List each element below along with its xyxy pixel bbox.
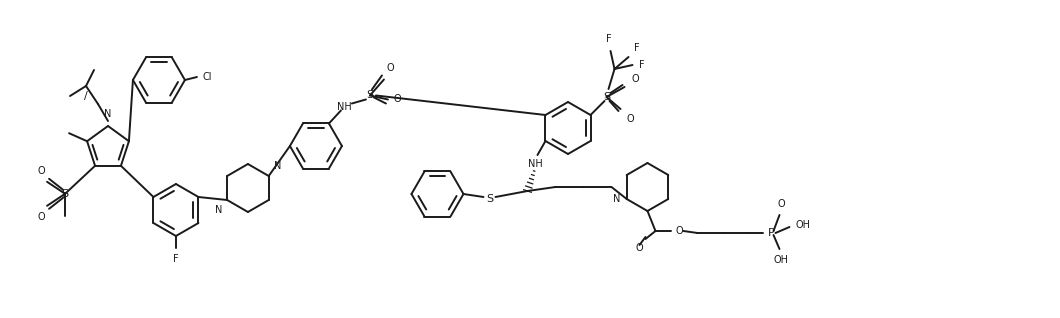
Text: F: F bbox=[638, 60, 644, 70]
Text: S: S bbox=[603, 92, 611, 102]
Text: O: O bbox=[387, 64, 394, 73]
Text: S: S bbox=[61, 189, 69, 199]
Text: N: N bbox=[273, 161, 281, 171]
Text: S: S bbox=[367, 91, 373, 100]
Text: O: O bbox=[778, 199, 785, 209]
Text: NH: NH bbox=[528, 159, 543, 169]
Text: NH: NH bbox=[337, 102, 351, 113]
Text: O: O bbox=[37, 212, 45, 222]
Text: P: P bbox=[767, 228, 774, 238]
Text: F: F bbox=[173, 254, 179, 264]
Text: OH: OH bbox=[795, 220, 811, 230]
Text: S: S bbox=[485, 194, 493, 204]
Text: F: F bbox=[634, 43, 639, 53]
Text: O: O bbox=[626, 114, 634, 124]
Text: Cl: Cl bbox=[202, 72, 212, 82]
Text: OH: OH bbox=[774, 255, 789, 265]
Text: /: / bbox=[84, 91, 88, 101]
Text: O: O bbox=[675, 226, 683, 236]
Text: O: O bbox=[394, 94, 402, 105]
Text: N: N bbox=[614, 194, 621, 204]
Text: O: O bbox=[37, 166, 45, 176]
Text: N: N bbox=[104, 109, 111, 119]
Text: O: O bbox=[632, 74, 639, 84]
Text: F: F bbox=[605, 34, 612, 44]
Text: O: O bbox=[636, 243, 643, 253]
Text: N: N bbox=[215, 205, 223, 215]
